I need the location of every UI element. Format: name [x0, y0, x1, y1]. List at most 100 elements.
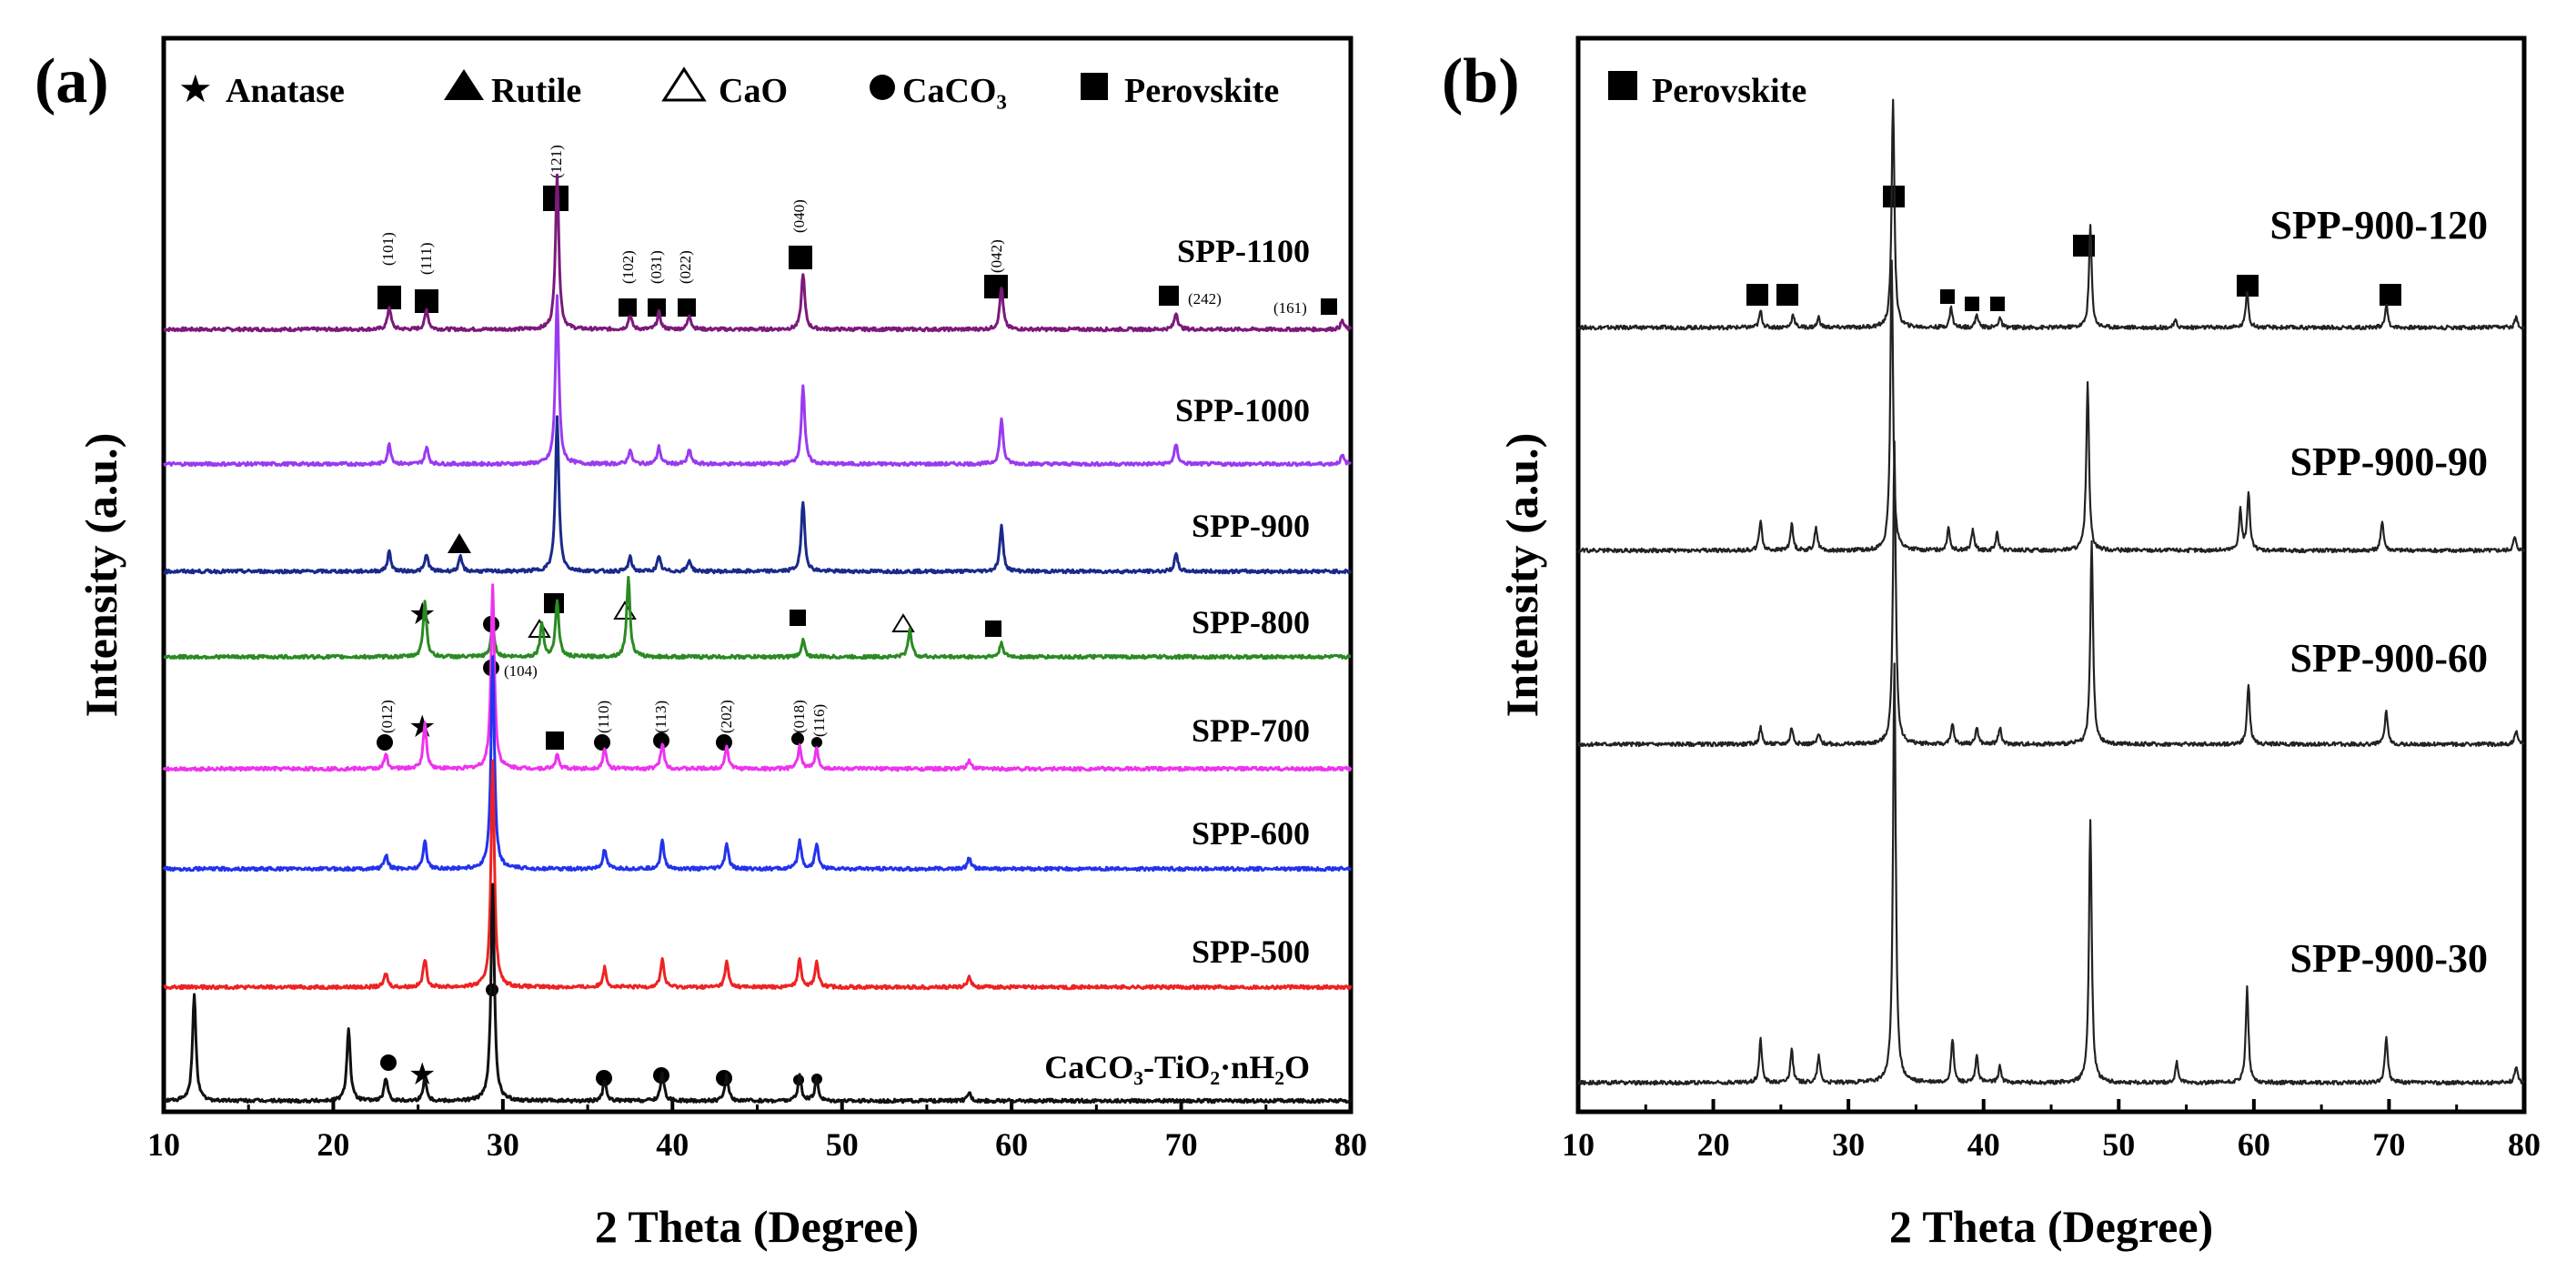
- x-tick-label: 60: [2238, 1126, 2270, 1163]
- series-line-spp-1000: [163, 294, 1353, 468]
- perovskite-marker: [1159, 286, 1179, 306]
- series-label-spp-700: SPP-700: [1192, 712, 1310, 749]
- caco3-marker: [791, 732, 804, 745]
- caco3-marker: [811, 737, 822, 748]
- panel-b-label: (b): [1442, 46, 1520, 116]
- legend-caco3-label: CaCO₃: [902, 72, 1007, 110]
- series-line-spp-900-90: [1577, 259, 2526, 554]
- series-line-spp-1100: [163, 173, 1353, 333]
- perovskite-marker: [2380, 284, 2401, 306]
- hkl-label: (102): [619, 250, 637, 284]
- perovskite-marker: [790, 610, 806, 626]
- x-tick-label: 50: [826, 1126, 859, 1163]
- x-tick-label: 40: [656, 1126, 689, 1163]
- hkl-label: (018): [790, 700, 808, 733]
- perovskite-marker: [1965, 297, 1979, 311]
- perovskite-marker: [1321, 298, 1337, 315]
- perovskite-marker: [1746, 284, 1768, 306]
- series-line-spp-900-60: [1576, 440, 2525, 748]
- x-tick-label: 60: [995, 1126, 1028, 1163]
- hkl-annotations: (101) (111) (121) (102) (031) (022) (040…: [378, 145, 1307, 737]
- series-line-caco-tio-nh-o: [163, 883, 1352, 1105]
- caco3-marker: [653, 732, 669, 749]
- hkl-label: (022): [677, 250, 694, 284]
- hkl-label: (042): [988, 239, 1005, 273]
- hkl-label: (031): [648, 250, 665, 284]
- legend-cao-marker: [661, 66, 707, 102]
- phase-markers-a: ★ ★ ★: [377, 186, 1337, 1093]
- caco3-marker: [594, 734, 610, 751]
- perovskite-marker: [1776, 284, 1798, 306]
- legend-anatase-marker: ★: [178, 66, 213, 111]
- hkl-label: (242): [1188, 290, 1222, 308]
- perovskite-marker: [985, 620, 1001, 637]
- panel-b-ticks: 10 20 30 40 50 60 70 80: [1562, 1099, 2541, 1163]
- hkl-label: (104): [504, 662, 538, 680]
- hkl-label: (202): [718, 700, 735, 733]
- legend-b-perovskite-marker: [1608, 71, 1637, 100]
- x-tick-label: 30: [1832, 1126, 1865, 1163]
- x-tick-label: 30: [487, 1126, 519, 1163]
- x-tick-label: 80: [2508, 1126, 2541, 1163]
- panel-a-label: (a): [35, 46, 109, 116]
- perovskite-marker: [789, 246, 812, 269]
- rutile-marker: [448, 533, 471, 553]
- perovskite-marker: [1940, 289, 1955, 304]
- perovskite-marker: [648, 298, 666, 317]
- panel-a-ylabel: Intensity (a.u.): [75, 433, 126, 718]
- hkl-label: (161): [1273, 299, 1307, 317]
- series-line-spp-600: [162, 655, 1353, 873]
- x-tick-label: 20: [1697, 1126, 1730, 1163]
- series-label-spp-1000: SPP-1000: [1175, 392, 1310, 429]
- legend-rutile-marker: [444, 69, 484, 100]
- x-tick-label: 20: [317, 1126, 349, 1163]
- legend-perovskite-label: Perovskite: [1124, 72, 1279, 110]
- panel-a-ticks: 10 20 30 40 50 60 70 80: [147, 1099, 1367, 1163]
- cao-marker: [613, 600, 637, 620]
- series-label-caco3-tio2: CaCO₃-TiO₂·nH₂O: [1044, 1049, 1310, 1085]
- perovskite-marker: [678, 298, 696, 317]
- panel-a-xlabel: 2 Theta (Degree): [595, 1201, 919, 1252]
- hkl-label: (113): [652, 701, 669, 733]
- series-line-spp-900-30: [1577, 662, 2525, 1086]
- x-tick-label: 50: [2102, 1126, 2135, 1163]
- series-label-spp-800: SPP-800: [1192, 604, 1310, 641]
- panel-b-ylabel: Intensity (a.u.): [1496, 433, 1547, 718]
- series-label-spp-900-60: SPP-900-60: [2289, 636, 2488, 681]
- hkl-label: (111): [418, 242, 435, 275]
- hkl-label: (101): [379, 232, 397, 266]
- series-line-spp-900: [163, 415, 1353, 575]
- legend-anatase-label: Anatase: [226, 72, 345, 110]
- series-line-spp-900-120: [1576, 98, 2526, 331]
- series-line-spp-800: [163, 575, 1352, 661]
- x-tick-label: 40: [1967, 1126, 2000, 1163]
- legend-cao-label: CaO: [719, 72, 788, 110]
- panel-b-curves: [1576, 98, 2526, 1086]
- series-label-spp-900-90: SPP-900-90: [2289, 439, 2488, 484]
- perovskite-marker: [377, 286, 401, 309]
- hkl-label: (121): [548, 145, 565, 178]
- x-tick-label: 10: [147, 1126, 180, 1163]
- x-tick-label: 70: [1165, 1126, 1198, 1163]
- caco3-marker: [380, 1054, 397, 1071]
- series-label-spp-900-30: SPP-900-30: [2289, 936, 2488, 981]
- hkl-label: (012): [378, 700, 396, 733]
- x-tick-label: 80: [1334, 1126, 1367, 1163]
- series-label-spp-900: SPP-900: [1192, 508, 1310, 544]
- caco3-marker: [716, 734, 732, 751]
- series-label-spp-1100: SPP-1100: [1177, 233, 1310, 269]
- panel-a-frame: [161, 35, 1353, 1115]
- perovskite-marker: [544, 593, 564, 613]
- hkl-label: (110): [595, 701, 612, 733]
- perovskite-marker: [984, 275, 1008, 298]
- series-label-spp-600: SPP-600: [1192, 815, 1310, 852]
- series-label-spp-500: SPP-500: [1192, 933, 1310, 970]
- legend-caco3-marker: [870, 75, 895, 100]
- series-label-spp-900-120: SPP-900-120: [2269, 203, 2488, 247]
- series-line-spp-500: [163, 759, 1353, 991]
- x-tick-label: 10: [1562, 1126, 1595, 1163]
- series-line-spp-700: [162, 583, 1353, 772]
- perovskite-marker: [546, 731, 564, 750]
- perovskite-marker: [619, 298, 637, 317]
